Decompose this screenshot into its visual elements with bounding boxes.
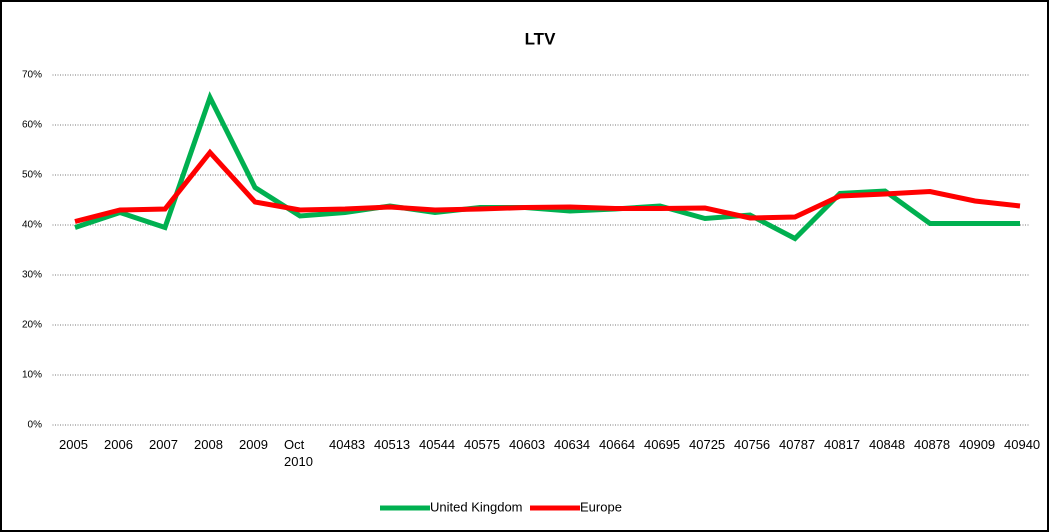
x-tick-label: 40817 bbox=[824, 437, 861, 452]
x-tick-label: 40787 bbox=[779, 437, 816, 452]
x-tick-label: 40603 bbox=[509, 437, 546, 452]
x-tick-label: 2005 bbox=[59, 437, 88, 452]
x-tick-label: 40878 bbox=[914, 437, 951, 452]
y-tick-label: 60% bbox=[22, 120, 42, 131]
x-tick-label: 40848 bbox=[869, 437, 906, 452]
x-tick-label: 2006 bbox=[104, 437, 133, 452]
x-tick-label: 40756 bbox=[734, 437, 771, 452]
x-tick-label: 40575 bbox=[464, 437, 501, 452]
x-tick-label: 2007 bbox=[149, 437, 178, 452]
legend-label: United Kingdom bbox=[430, 499, 523, 514]
x-tick-label: 40634 bbox=[554, 437, 591, 452]
x-tick-label: 40544 bbox=[419, 437, 456, 452]
x-tick-label: 40725 bbox=[689, 437, 726, 452]
y-tick-label: 20% bbox=[22, 320, 42, 331]
x-tick-label: 2008 bbox=[194, 437, 223, 452]
y-tick-label: 0% bbox=[28, 420, 43, 431]
y-tick-label: 50% bbox=[22, 170, 42, 181]
legend-label: Europe bbox=[580, 499, 622, 514]
x-tick-label: 2009 bbox=[239, 437, 268, 452]
x-tick-label: 40513 bbox=[374, 437, 411, 452]
x-tick-label: 40664 bbox=[599, 437, 636, 452]
x-tick-label: 40695 bbox=[644, 437, 681, 452]
x-tick-label: 40483 bbox=[329, 437, 366, 452]
y-tick-label: 10% bbox=[22, 370, 42, 381]
y-tick-label: 70% bbox=[22, 70, 42, 81]
chart-title: LTV bbox=[525, 29, 557, 48]
x-tick-label: 40940 bbox=[1004, 437, 1041, 452]
series-line bbox=[74, 148, 1021, 224]
x-tick-label: Oct 2010 bbox=[284, 437, 313, 469]
y-tick-label: 40% bbox=[22, 220, 42, 231]
x-tick-label: 40909 bbox=[959, 437, 996, 452]
y-tick-label: 30% bbox=[22, 270, 42, 281]
